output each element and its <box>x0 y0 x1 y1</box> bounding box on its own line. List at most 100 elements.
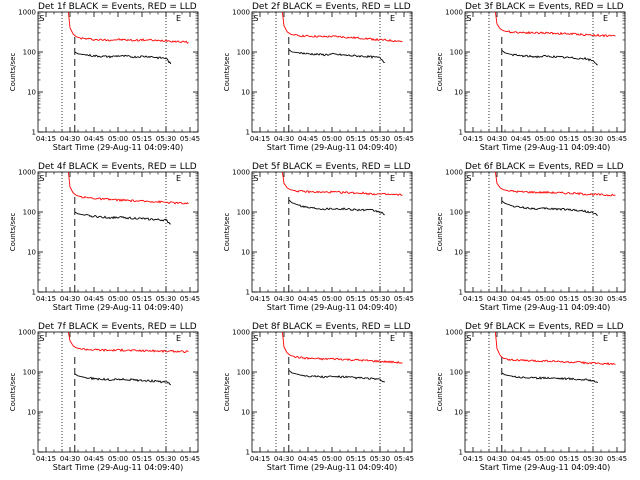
y-tick-label: 100 <box>237 209 250 217</box>
series-events-line <box>501 49 598 66</box>
x-axis-label: Start Time (29-Aug-11 04:09:40) <box>267 143 398 152</box>
panel-2: Det 2f BLACK = Events, RED = LLD 1 10 100 10… <box>223 2 414 152</box>
x-tick-label: 05:45 <box>180 295 200 303</box>
panel-title: Det 1f BLACK = Events, RED = LLD <box>38 2 197 12</box>
y-axis-label: Counts/sec <box>436 53 444 92</box>
y-tick-label: 100 <box>237 369 250 377</box>
x-tick-label: 04:45 <box>298 295 318 303</box>
x-tick-label: 05:30 <box>370 295 390 303</box>
x-tick-label: 05:45 <box>180 455 200 463</box>
series-events-line <box>288 369 386 383</box>
start-marker: S <box>466 174 471 183</box>
x-tick-label: 05:15 <box>346 455 366 463</box>
y-tick-label: 1 <box>32 289 36 297</box>
y-tick-label: 1 <box>246 289 250 297</box>
panel-title: Det 7f BLACK = Events, RED = LLD <box>38 322 197 332</box>
end-marker: E <box>390 334 395 343</box>
y-tick-label: 10 <box>454 409 463 417</box>
y-tick-label: 10 <box>241 409 250 417</box>
x-tick-label: 05:15 <box>346 135 366 143</box>
x-tick-label: 05:45 <box>180 135 200 143</box>
x-tick-label: 05:30 <box>583 295 603 303</box>
end-marker: E <box>603 334 608 343</box>
x-tick-label: 04:15 <box>36 455 56 463</box>
y-tick-label: 1000 <box>445 9 463 17</box>
y-tick-label: 1000 <box>232 9 250 17</box>
y-tick-label: 10 <box>27 89 36 97</box>
x-tick-label: 04:45 <box>84 455 104 463</box>
x-tick-label: 04:45 <box>511 455 531 463</box>
x-tick-label: 05:45 <box>394 455 414 463</box>
start-marker: S <box>466 334 471 343</box>
panel-title: Det 2f BLACK = Events, RED = LLD <box>252 2 411 12</box>
panel-5: Det 5f BLACK = Events, RED = LLD 1 10 100 10… <box>223 162 414 312</box>
x-axis-label: Start Time (29-Aug-11 04:09:40) <box>480 463 611 472</box>
y-axis-label: Counts/sec <box>436 373 444 412</box>
x-axis-label: Start Time (29-Aug-11 04:09:40) <box>53 463 184 472</box>
x-tick-label: 05:15 <box>132 135 152 143</box>
x-tick-label: 05:00 <box>535 455 555 463</box>
panel-title: Det 9f BLACK = Events, RED = LLD <box>465 322 624 332</box>
series-lld-line <box>67 171 189 205</box>
y-axis-label: Counts/sec <box>223 213 231 252</box>
series-lld-line <box>494 171 616 197</box>
series-events-line <box>288 49 385 63</box>
x-tick-label: 05:15 <box>132 295 152 303</box>
series-events-line <box>74 211 171 225</box>
panel-title: Det 4f BLACK = Events, RED = LLD <box>38 162 197 172</box>
panel-title: Det 3f BLACK = Events, RED = LLD <box>465 2 624 12</box>
series-events-line <box>74 51 172 65</box>
y-tick-label: 10 <box>454 249 463 257</box>
y-axis-label: Counts/sec <box>9 53 17 92</box>
x-axis-label: Start Time (29-Aug-11 04:09:40) <box>480 143 611 152</box>
y-tick-label: 1000 <box>18 9 36 17</box>
x-tick-label: 05:15 <box>132 455 152 463</box>
x-tick-label: 05:15 <box>559 295 579 303</box>
y-tick-label: 100 <box>450 209 463 217</box>
x-tick-label: 05:45 <box>607 455 627 463</box>
start-marker: S <box>39 174 44 183</box>
x-tick-label: 05:30 <box>583 455 603 463</box>
x-axis-label: Start Time (29-Aug-11 04:09:40) <box>480 303 611 312</box>
series-lld-line <box>281 11 403 43</box>
x-tick-label: 05:45 <box>607 135 627 143</box>
y-tick-label: 10 <box>27 249 36 257</box>
y-tick-label: 1000 <box>445 169 463 177</box>
x-axis-label: Start Time (29-Aug-11 04:09:40) <box>267 303 398 312</box>
x-tick-label: 05:30 <box>156 455 176 463</box>
y-tick-label: 10 <box>241 249 250 257</box>
x-tick-label: 04:45 <box>298 455 318 463</box>
series-lld-line <box>494 331 616 366</box>
x-tick-label: 04:30 <box>274 455 294 463</box>
start-marker: S <box>39 14 44 23</box>
series-lld-line <box>67 11 189 44</box>
x-tick-label: 04:30 <box>274 135 294 143</box>
x-tick-label: 05:45 <box>394 135 414 143</box>
series-events-line <box>501 372 599 384</box>
y-tick-label: 1 <box>32 449 36 457</box>
x-tick-label: 04:15 <box>250 135 270 143</box>
x-tick-label: 04:30 <box>487 135 507 143</box>
y-tick-label: 1000 <box>232 169 250 177</box>
y-tick-label: 10 <box>27 409 36 417</box>
panel-8: Det 8f BLACK = Events, RED = LLD 1 10 100 10… <box>223 322 414 472</box>
x-tick-label: 04:30 <box>274 295 294 303</box>
end-marker: E <box>176 174 181 183</box>
x-axis-label: Start Time (29-Aug-11 04:09:40) <box>267 463 398 472</box>
y-tick-label: 10 <box>454 89 463 97</box>
panel-title: Det 6f BLACK = Events, RED = LLD <box>465 162 624 172</box>
x-tick-label: 05:00 <box>108 455 128 463</box>
y-tick-label: 1 <box>246 449 250 457</box>
series-lld-line <box>281 171 403 197</box>
x-tick-label: 05:15 <box>346 295 366 303</box>
x-tick-label: 04:30 <box>60 455 80 463</box>
panel-7: Det 7f BLACK = Events, RED = LLD 1 10 100 10… <box>9 322 200 472</box>
x-tick-label: 04:30 <box>60 295 80 303</box>
x-tick-label: 05:00 <box>322 295 342 303</box>
y-axis-label: Counts/sec <box>436 213 444 252</box>
y-tick-label: 1 <box>459 129 463 137</box>
panel-6: Det 6f BLACK = Events, RED = LLD 1 10 100 10… <box>436 162 627 312</box>
y-tick-label: 100 <box>450 369 463 377</box>
x-tick-label: 04:45 <box>298 135 318 143</box>
end-marker: E <box>176 334 181 343</box>
